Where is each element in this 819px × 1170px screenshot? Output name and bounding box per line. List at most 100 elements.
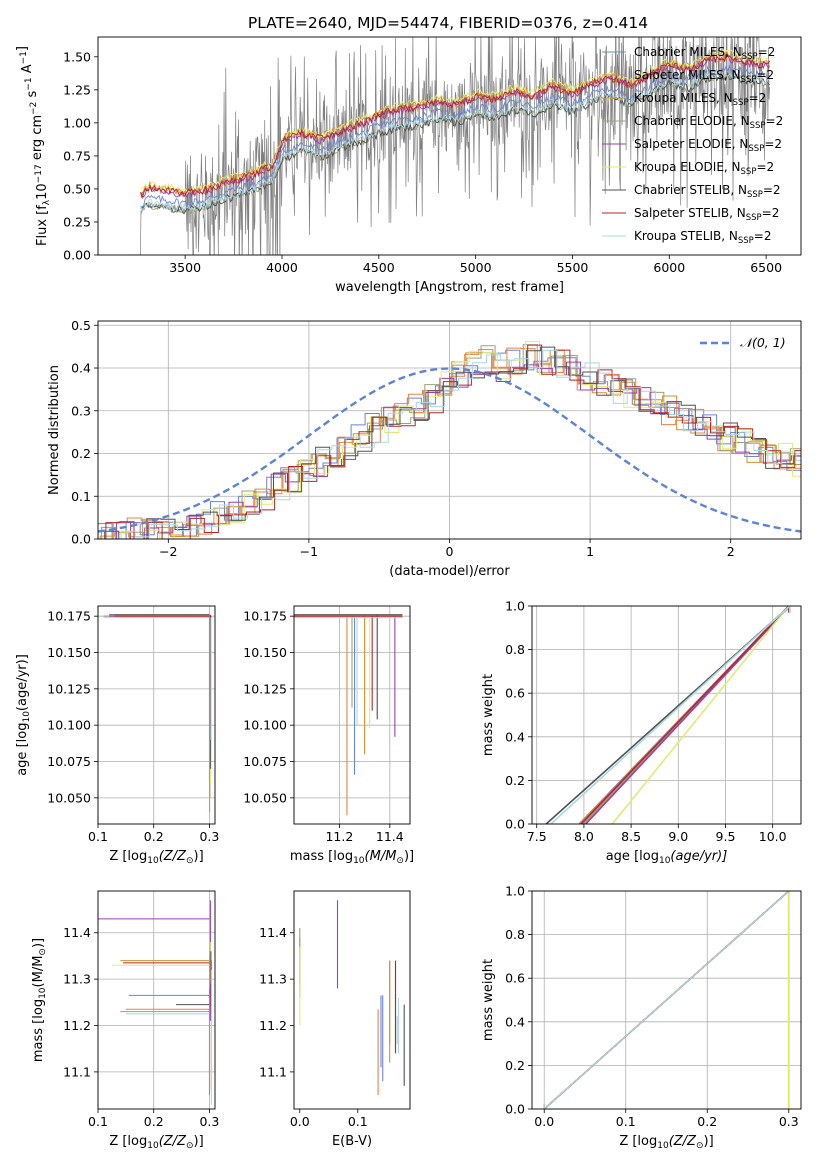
axes-frame bbox=[97, 320, 802, 540]
cumulative-line-5 bbox=[585, 606, 791, 824]
x-axis-label: wavelength [Angstrom, rest frame] bbox=[335, 280, 564, 295]
x-tick-label: −2 bbox=[159, 544, 177, 559]
y-tick-label: 10.050 bbox=[47, 790, 91, 805]
x-tick-label: 11.2 bbox=[325, 829, 353, 844]
plot-area bbox=[299, 900, 405, 1096]
model-line-8 bbox=[140, 52, 770, 200]
figure-title: PLATE=2640, MJD=54474, FIBERID=0376, z=0… bbox=[248, 14, 648, 32]
axes-frame bbox=[293, 605, 411, 825]
x-tick-label: 6500 bbox=[750, 260, 782, 275]
y-tick-label: 0.0 bbox=[505, 1102, 525, 1117]
y-tick-label: 10.150 bbox=[47, 645, 91, 660]
histogram-step-5 bbox=[102, 361, 801, 539]
legend-entry-normal: 𝒩(0, 1) bbox=[740, 335, 786, 350]
x-tick-label: 10.0 bbox=[759, 829, 787, 844]
histogram-step-6 bbox=[103, 341, 801, 539]
x-tick-label: 0.2 bbox=[144, 829, 164, 844]
y-tick-label: 0.6 bbox=[505, 971, 525, 986]
y-tick-label: 10.125 bbox=[47, 681, 91, 696]
legend-entry-9: Kroupa STELIB, NSSP=2 bbox=[634, 229, 772, 246]
y-tick-label: 0.50 bbox=[63, 181, 91, 196]
y-tick-label: 10.150 bbox=[243, 645, 287, 660]
observed-spectrum-line bbox=[127, 37, 770, 255]
axes-age-vs-metallicity: 0.1 0.2 0.3 10.050 10.075 10.100 10.125 10.150 1… bbox=[15, 605, 219, 866]
grid bbox=[97, 606, 215, 824]
model-line-6 bbox=[140, 48, 770, 195]
x-tick-label: 0.2 bbox=[144, 1114, 164, 1129]
cumulative-line-9 bbox=[543, 891, 790, 1109]
axes-frame bbox=[293, 890, 411, 1110]
x-tick-label: 0.3 bbox=[199, 1114, 219, 1129]
y-tick-label: 0.1 bbox=[71, 489, 91, 504]
x-axis-label: (data-model)/error bbox=[389, 564, 510, 579]
model-line-7 bbox=[140, 71, 770, 215]
y-tick-label: 0.4 bbox=[71, 361, 91, 376]
cumulative-line-9 bbox=[550, 606, 791, 824]
x-axis-label: Z [log10(Z/Z⊙)] bbox=[109, 1134, 203, 1151]
y-tick-label: 11.4 bbox=[63, 925, 91, 940]
x-axis-label: Z [log10(Z/Z⊙)] bbox=[109, 849, 203, 866]
y-tick-label: 0.4 bbox=[505, 729, 525, 744]
y-tick-label: 11.3 bbox=[259, 972, 287, 987]
x-tick-label: 9.0 bbox=[668, 829, 688, 844]
x-tick-label: 2 bbox=[727, 544, 735, 559]
y-tick-label: 10.075 bbox=[47, 754, 91, 769]
legend-entry-6: Kroupa ELODIE, NSSP=2 bbox=[634, 160, 774, 177]
x-tick-label: 0.0 bbox=[534, 1114, 554, 1129]
plot-area bbox=[543, 891, 790, 1109]
cumulative-line-6 bbox=[611, 606, 790, 824]
y-axis-label: mass [log10(M/M⊙)] bbox=[31, 938, 48, 1062]
x-tick-label: 7.5 bbox=[527, 829, 547, 844]
y-tick-label: 10.050 bbox=[243, 790, 287, 805]
x-tick-label: 0.1 bbox=[88, 829, 108, 844]
y-tick-label: 0.0 bbox=[71, 532, 91, 547]
y-tick-label: 10.075 bbox=[243, 754, 287, 769]
axes-frame bbox=[531, 890, 802, 1110]
y-axis-label: mass weight bbox=[481, 674, 496, 756]
x-tick-label: 0.0 bbox=[290, 1114, 310, 1129]
model-line-5 bbox=[140, 54, 770, 199]
cumulative-line-8 bbox=[580, 606, 790, 824]
y-tick-label: 0.6 bbox=[505, 686, 525, 701]
x-axis-label: E(B-V) bbox=[332, 1134, 372, 1149]
y-tick-label: 0.2 bbox=[505, 773, 525, 788]
y-tick-label: 0.00 bbox=[63, 248, 91, 263]
histogram-step-4 bbox=[100, 344, 801, 539]
plot-area bbox=[294, 614, 403, 816]
x-tick-label: 0.1 bbox=[616, 1114, 636, 1129]
y-tick-label: 11.2 bbox=[63, 1018, 91, 1033]
axes-frame bbox=[97, 605, 216, 825]
y-tick-label: 0.2 bbox=[71, 446, 91, 461]
axes-residual-histogram: −2 −1 0 1 2 0.0 0.1 0.2 0.3 0.4 0.5 (data-model)/er… bbox=[47, 318, 802, 579]
x-axis-label: Z [log10(Z/Z⊙)] bbox=[619, 1134, 713, 1151]
x-tick-label: 4500 bbox=[363, 260, 395, 275]
y-tick-label: 0.0 bbox=[505, 817, 525, 832]
axes-mass-vs-metallicity: 0.1 0.2 0.3 11.1 11.2 11.3 11.4 Z [log10(Z/Z⊙)]… bbox=[31, 890, 219, 1151]
x-tick-label: 5500 bbox=[557, 260, 589, 275]
y-tick-label: 11.3 bbox=[63, 972, 91, 987]
y-tick-label: 10.100 bbox=[243, 718, 287, 733]
y-tick-label: 11.1 bbox=[63, 1064, 91, 1079]
y-tick-label: 1.25 bbox=[63, 82, 91, 97]
x-tick-label: 11.4 bbox=[376, 829, 404, 844]
x-tick-label: 0.2 bbox=[697, 1114, 717, 1129]
y-tick-label: 1.50 bbox=[63, 49, 91, 64]
axes-mass-weight-vs-metallicity: 0.0 0.1 0.2 0.3 0.0 0.2 0.4 0.6 0.8 1.0 Z [log10(Z… bbox=[481, 884, 802, 1151]
axes-spectrum: 3500 4000 4500 5000 5500 6000 6500 0.00 0.25 0.50… bbox=[15, 36, 802, 295]
axes-frame bbox=[531, 605, 802, 825]
x-tick-label: 3500 bbox=[169, 260, 201, 275]
legend-entry-3: Kroupa MILES, NSSP=2 bbox=[634, 91, 766, 108]
plot-area bbox=[98, 341, 801, 539]
x-tick-label: 5000 bbox=[460, 260, 492, 275]
histogram-step-8 bbox=[105, 344, 801, 539]
y-axis-label: mass weight bbox=[481, 959, 496, 1041]
axes-frame bbox=[97, 890, 216, 1110]
plot-area bbox=[98, 900, 212, 1105]
y-tick-label: 0.25 bbox=[63, 214, 91, 229]
grid bbox=[97, 891, 215, 1109]
x-tick-label: 4000 bbox=[266, 260, 298, 275]
x-axis-label: mass [log10(M/M⊙)] bbox=[290, 849, 414, 866]
axes-mass-weight-vs-age: 7.5 8.0 8.5 9.0 9.5 10.0 0.0 0.2 0.4 0.6 0.8 1.0 age… bbox=[481, 599, 802, 866]
plot-area bbox=[545, 606, 791, 824]
y-tick-label: 0.8 bbox=[505, 642, 525, 657]
